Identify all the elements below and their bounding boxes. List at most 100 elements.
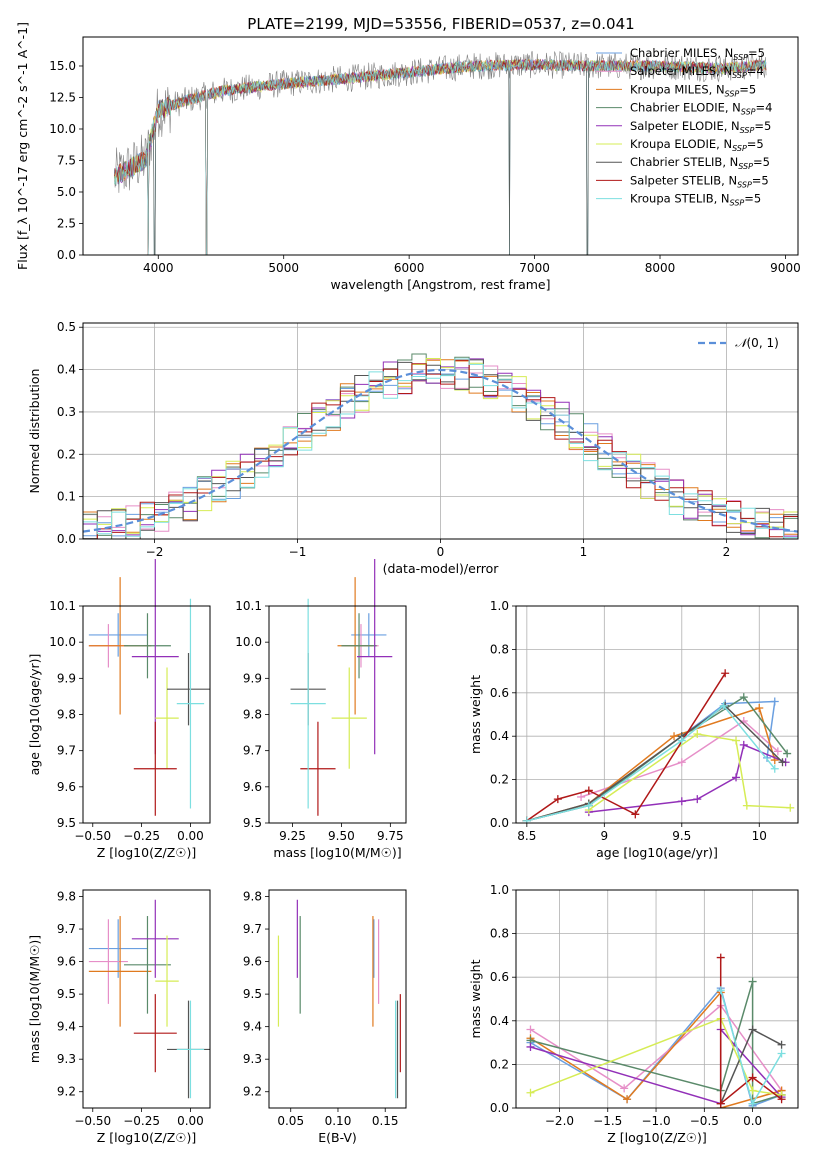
age_vs_Z-ticks: −0.50 −0.25 0.00 9.5 9.6 9.7 9.8 9.9 10.0 10.1: [49, 599, 204, 843]
x-tick-label: −1.0: [641, 1114, 670, 1128]
residuals-ylabel: Normed distribution: [27, 369, 42, 494]
weight-marker: [631, 810, 640, 819]
figure-title: PLATE=2199, MJD=53556, FIBERID=0537, z=0…: [247, 15, 634, 33]
weight-line: [530, 1017, 782, 1096]
y-tick-label: 9.5: [57, 816, 76, 830]
weight-marker: [670, 732, 679, 741]
x-tick-label: 0.00: [177, 829, 204, 843]
y-tick-label: 0.8: [490, 642, 509, 656]
residuals-xlabel: (data-model)/error: [383, 561, 500, 576]
age_vs_Z-ylabel: age [log10(age/yr)]: [27, 654, 42, 776]
x-tick-label: −0.5: [690, 1114, 719, 1128]
age-vs-Z-panel: −0.50 −0.25 0.00 9.5 9.6 9.7 9.8 9.9 10.0 10.1 Z […: [27, 558, 211, 860]
age_vs_mass-xlabel: mass [log10(M/M☉)]: [273, 845, 401, 860]
legend-label: Chabrier STELIB, NSSP=5: [630, 155, 770, 171]
y-tick-label: 9.6: [243, 780, 262, 794]
weight_vs_Z-xlabel: Z [log10(Z/Z☉)]: [607, 1130, 707, 1145]
x-tick-label: −0.50: [74, 829, 111, 843]
legend-label: Kroupa ELODIE, NSSP=5: [630, 137, 764, 153]
y-tick-label: 1.0: [490, 883, 509, 897]
x-tick-label: 9.5: [672, 829, 691, 843]
x-tick-label: 5000: [268, 261, 299, 275]
y-tick-label: 10.1: [235, 599, 262, 613]
model-spectrum-line: [114, 58, 767, 255]
weight-marker: [584, 786, 593, 795]
weight-marker: [716, 986, 725, 995]
weight-marker: [693, 795, 702, 804]
residuals-ticks: −2 −1 0 1 2 0.0 0.1 0.2 0.3 0.4 0.5: [57, 320, 730, 559]
spectrum-legend: Chabrier MILES, NSSP=5 Salpeter MILES, NS…: [596, 46, 772, 208]
weight_vs_Z-ylabel: mass weight: [468, 959, 483, 1038]
mass_vs_Z-xlabel: Z [log10(Z/Z☉)]: [97, 1130, 197, 1145]
y-tick-label: 9.5: [57, 987, 76, 1001]
age-vs-mass-frame: [268, 605, 407, 824]
x-tick-label: 9.50: [328, 829, 355, 843]
y-tick-label: 9.2: [243, 1085, 262, 1099]
gaussian-legend-label: 𝒩(0, 1): [735, 336, 779, 350]
weight-line: [588, 743, 786, 813]
weight-marker: [526, 1025, 535, 1034]
weight-marker: [778, 758, 787, 767]
weight-marker: [770, 764, 779, 773]
y-tick-label: 9.8: [243, 708, 262, 722]
weight-marker: [748, 1073, 757, 1082]
weight_vs_age-series: [522, 669, 795, 823]
x-tick-label: 0.00: [177, 1114, 204, 1128]
y-tick-label: 9.5: [243, 987, 262, 1001]
mass-vs-ebv-panel: 0.05 0.10 0.15 9.2 9.3 9.4 9.5 9.6 9.7 9.8 E(B-V): [243, 889, 407, 1145]
weight-marker: [693, 730, 702, 739]
weight-marker: [732, 736, 741, 745]
legend-label: Salpeter STELIB, NSSP=5: [630, 173, 769, 189]
mass_vs_ebv-points: [277, 899, 401, 1099]
legend-label: Chabrier MILES, NSSP=5: [630, 46, 765, 62]
weight-marker: [777, 1040, 786, 1049]
weight-marker: [742, 801, 751, 810]
x-tick-label: 9.25: [279, 829, 306, 843]
x-tick-label: 4000: [143, 261, 174, 275]
y-tick-label: 10.0: [235, 635, 262, 649]
y-tick-label: 0.0: [57, 532, 76, 546]
age_vs_Z-xlabel: Z [log10(Z/Z☉)]: [97, 845, 197, 860]
y-tick-label: 9.9: [57, 671, 76, 685]
weight-marker: [770, 697, 779, 706]
y-tick-label: 0.6: [490, 970, 509, 984]
weight-marker: [721, 669, 730, 678]
x-tick-label: 0.05: [277, 1114, 304, 1128]
x-tick-label: −0.25: [123, 1114, 160, 1128]
spectrum-ticks: 4000 5000 6000 7000 8000 9000 0.0 2.5 5.0 7.5 10.0…: [49, 59, 800, 275]
y-tick-label: 9.7: [243, 744, 262, 758]
y-tick-label: 0.6: [490, 686, 509, 700]
residuals-frame: [82, 322, 799, 540]
weight-marker: [584, 801, 593, 810]
y-tick-label: 10.0: [49, 635, 76, 649]
weight-marker: [522, 816, 531, 823]
weight_vs_age-frame: [515, 605, 799, 824]
mass_vs_ebv-xlabel: E(B-V): [318, 1130, 357, 1145]
y-tick-label: 9.6: [57, 955, 76, 969]
weight_vs_Z-frame: [515, 889, 799, 1109]
y-tick-label: 2.5: [57, 216, 76, 230]
spectrum-xlabel: wavelength [Angstrom, rest frame]: [330, 277, 550, 292]
x-tick-label: 6000: [394, 261, 425, 275]
age-vs-mass-panel: 9.25 9.50 9.75 9.5 9.6 9.7 9.8 9.9 10.0 10.1 mass …: [235, 558, 407, 860]
x-tick-label: 0.10: [325, 1114, 352, 1128]
x-tick-label: −1.5: [593, 1114, 622, 1128]
mass_vs_Z-ylabel: mass [log10(M/M☉)]: [27, 935, 42, 1063]
weight-marker: [755, 703, 764, 712]
weight-marker: [786, 803, 795, 812]
weight-marker: [783, 749, 792, 758]
y-tick-label: 9.4: [57, 1020, 76, 1034]
weight-marker: [716, 1099, 725, 1108]
weight_vs_Z-series: [526, 953, 786, 1108]
legend-label: Salpeter MILES, NSSP=4: [630, 64, 764, 80]
y-tick-label: 9.3: [243, 1052, 262, 1066]
y-tick-label: 0.5: [57, 320, 76, 334]
y-tick-label: 9.2: [57, 1085, 76, 1099]
residual-histograms: [83, 353, 798, 539]
weight_vs_Z-ticks: −2.0 −1.5 −1.0 −0.5 0.0 0.0 0.2 0.4 0.6 0.8 1.0: [490, 883, 762, 1128]
weight-marker: [553, 795, 562, 804]
y-tick-label: 0.4: [57, 363, 76, 377]
x-tick-label: 8000: [645, 261, 676, 275]
x-tick-label: −0.25: [123, 829, 160, 843]
x-tick-label: 10: [752, 829, 767, 843]
